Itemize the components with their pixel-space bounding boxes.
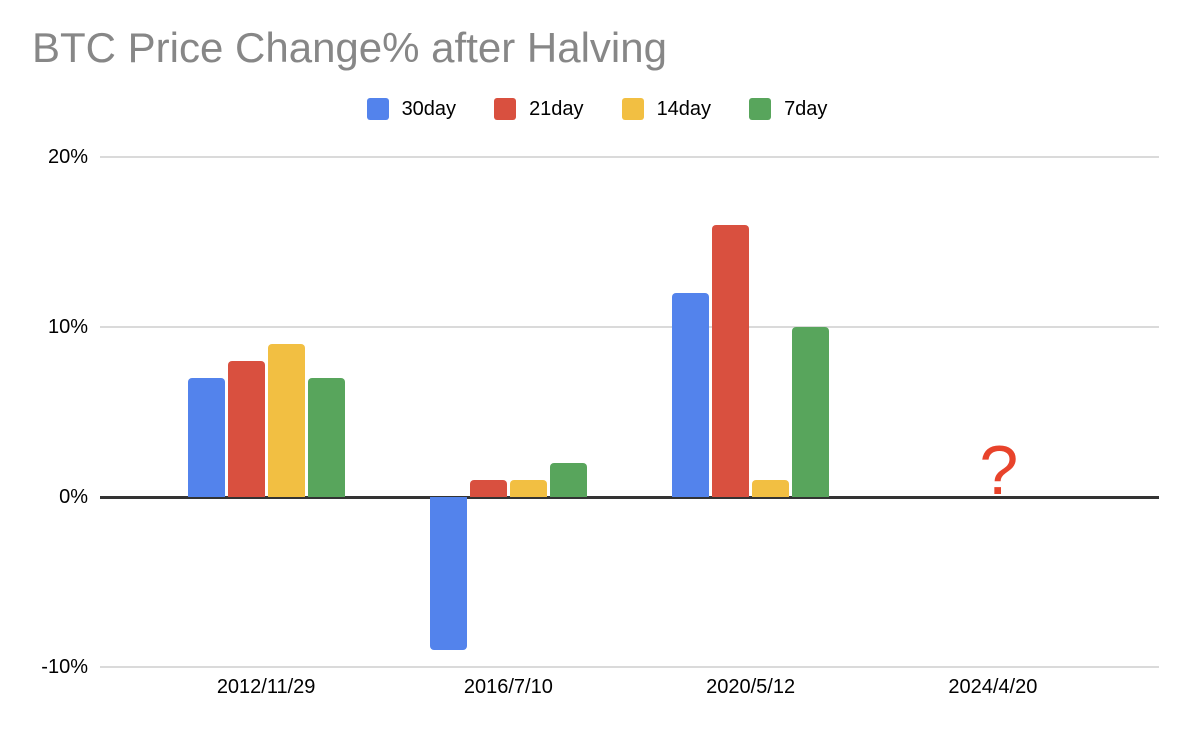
bar-7day-2012-11-29	[307, 378, 345, 497]
legend-swatch-icon	[621, 98, 644, 120]
legend-item-21day: 21day	[494, 98, 584, 121]
legend-swatch-icon	[494, 98, 517, 120]
bar-21day-2016-7-10	[469, 480, 507, 497]
y-tick-label: 20%	[47, 146, 88, 168]
bar-30day-2020-5-12	[672, 293, 710, 497]
legend-label: 30day	[401, 97, 457, 120]
legend-item-30day: 30day	[366, 97, 457, 121]
legend-label: 7day	[784, 97, 828, 120]
bar-30day-2012-11-29	[187, 378, 225, 497]
bar-7day-2016-7-10	[549, 463, 587, 497]
gridline	[100, 326, 1159, 328]
bar-14day-2012-11-29	[267, 344, 305, 497]
gridline	[100, 666, 1159, 668]
x-tick-label: 2012/11/29	[216, 676, 316, 698]
legend: 30day 21day 14day 7day	[0, 95, 1194, 123]
bar-14day-2020-5-12	[752, 480, 790, 497]
bar-7day-2020-5-12	[792, 327, 830, 497]
x-tick-label: 2024/4/20	[948, 676, 1038, 698]
legend-item-14day: 14day	[621, 97, 712, 121]
legend-item-7day: 7day	[749, 98, 827, 121]
bar-30day-2016-7-10	[429, 497, 467, 650]
chart-title: BTC Price Change% after Halving	[32, 24, 667, 71]
question-mark-annotation: ?	[979, 431, 1019, 509]
legend-swatch-icon	[749, 98, 772, 120]
y-tick-label: 10%	[47, 316, 88, 338]
y-tick-label: -10%	[41, 656, 88, 678]
legend-label: 14day	[656, 97, 712, 120]
legend-swatch-icon	[366, 98, 389, 120]
bar-14day-2016-7-10	[509, 480, 547, 497]
x-tick-label: 2020/5/12	[706, 676, 796, 698]
y-tick-label: 0%	[59, 486, 88, 508]
bar-21day-2012-11-29	[227, 361, 265, 497]
legend-label: 21day	[529, 97, 584, 120]
gridline	[100, 156, 1159, 158]
x-tick-label: 2016/7/10	[463, 676, 553, 698]
bar-21day-2020-5-12	[712, 225, 750, 497]
zero-axis-line	[100, 495, 1159, 499]
plot-area: ?	[100, 156, 1159, 668]
